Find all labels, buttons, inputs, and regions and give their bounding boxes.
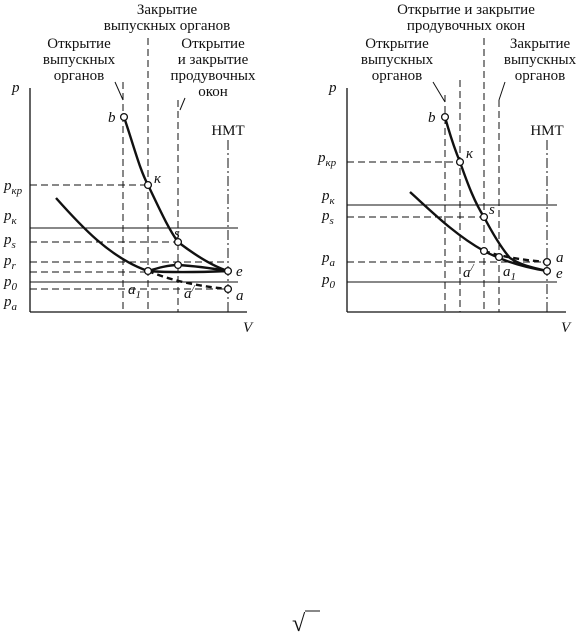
right-open-exhaust-line2: выпускных: [361, 52, 434, 68]
left-point-e-label: e: [236, 264, 243, 280]
left-axis-v-label: V: [243, 320, 254, 336]
footer-sqrt-symbol: √: [292, 610, 320, 637]
left-label-pkr: pкр: [3, 178, 23, 197]
right-point-aprime-label: a/: [463, 262, 475, 281]
right-diagram: Открытие и закрытие продувочных окон Отк…: [317, 2, 577, 336]
right-label-pa: pa: [321, 250, 336, 269]
svg-text:pк: pк: [3, 208, 18, 227]
left-top-label-line1: Закрытие: [137, 2, 198, 18]
left-label-pk: pк: [3, 208, 18, 227]
right-point-e: [542, 266, 552, 276]
right-point-a: [542, 257, 552, 267]
left-point-b: [119, 112, 129, 122]
left-point-mid: [173, 260, 183, 270]
right-label-p0: p0: [321, 272, 336, 291]
left-label-pa: pa: [3, 294, 18, 313]
left-point-k-label: к: [154, 171, 162, 187]
right-point-s-label: s: [489, 202, 495, 218]
left-label-p0: p0: [3, 274, 18, 293]
svg-text:ps: ps: [3, 232, 16, 251]
left-open-exhaust-line2: выпускных: [43, 52, 116, 68]
left-scavenge-line1: Открытие: [181, 36, 245, 52]
right-close-exhaust-line3: органов: [515, 68, 565, 84]
right-nmt-label: НМТ: [530, 123, 563, 139]
left-leader-scavenge: [179, 97, 186, 111]
svg-text:p0: p0: [3, 274, 18, 293]
left-diagram: Закрытие выпускных органов Открытие выпу…: [3, 2, 256, 336]
left-label-ps: ps: [3, 232, 16, 251]
left-point-s-label: s: [174, 226, 180, 242]
left-scavenge-line3: продувочных: [171, 68, 256, 84]
right-label-pk: pк: [321, 188, 336, 207]
right-point-aprime: [479, 246, 489, 256]
svg-text:pa: pa: [3, 294, 18, 313]
svg-text:a/: a/: [463, 262, 475, 281]
right-label-pkr: pкр: [317, 150, 337, 169]
svg-text:a1: a1: [503, 264, 516, 283]
left-point-aprime-label: a/: [184, 283, 196, 302]
right-point-k-label: к: [466, 146, 474, 162]
left-expansion-curve: [122, 116, 229, 273]
svg-text:pкр: pкр: [3, 178, 23, 197]
svg-text:pк: pк: [321, 188, 336, 207]
left-top-label-line2: выпускных органов: [104, 18, 230, 34]
right-point-a-label: a: [556, 250, 564, 266]
right-top-label-line1: Открытие и закрытие: [397, 2, 535, 18]
right-leader-open-exhaust: [432, 81, 446, 103]
left-compression-curve: [55, 197, 229, 274]
right-point-e-label: e: [556, 266, 563, 282]
left-open-exhaust-line1: Открытие: [47, 36, 111, 52]
svg-text:pкр: pкр: [317, 150, 337, 169]
left-point-s: [173, 237, 183, 247]
svg-text:pr: pr: [3, 253, 17, 272]
right-close-exhaust-line1: Закрытие: [510, 36, 571, 52]
right-close-exhaust-line2: выпускных: [504, 52, 577, 68]
left-scavenge-line4: окон: [198, 84, 228, 100]
left-point-e: [223, 266, 233, 276]
left-open-exhaust-line3: органов: [54, 68, 104, 84]
svg-text:a1: a1: [128, 282, 141, 301]
right-point-s: [479, 212, 489, 222]
right-point-k: [455, 157, 465, 167]
left-point-k: [143, 180, 153, 190]
right-top-label-line2: продувочных окон: [407, 18, 525, 34]
right-point-a1: [494, 252, 504, 262]
left-nmt-label: НМТ: [211, 123, 244, 139]
left-point-b-label: b: [108, 110, 116, 126]
left-axis-p-label: p: [11, 80, 20, 96]
right-point-b: [440, 112, 450, 122]
left-scavenge-line2: и закрытие: [178, 52, 249, 68]
right-point-b-label: b: [428, 110, 436, 126]
left-point-a1: [143, 266, 153, 276]
right-label-ps: ps: [321, 208, 334, 227]
left-label-pr: pr: [3, 253, 17, 272]
svg-text:a/: a/: [184, 283, 196, 302]
right-point-a1-label: a1: [503, 264, 516, 283]
right-axis-p-label: p: [328, 80, 337, 96]
svg-text:ps: ps: [321, 208, 334, 227]
left-exhaust-dashed-curve: [147, 269, 229, 291]
svg-text:p0: p0: [321, 272, 336, 291]
left-point-a1-label: a1: [128, 282, 141, 301]
right-leader-close-exhaust: [498, 81, 506, 101]
right-open-exhaust-line3: органов: [372, 68, 422, 84]
right-exhaust-dashed-curve: [483, 249, 548, 264]
right-open-exhaust-line1: Открытие: [365, 36, 429, 52]
left-point-a-label: a: [236, 288, 244, 304]
left-leader-open-exhaust: [114, 81, 124, 101]
right-axis-v-label: V: [561, 320, 572, 336]
svg-text:pa: pa: [321, 250, 336, 269]
left-point-a: [223, 284, 233, 294]
svg-text:√: √: [292, 611, 306, 637]
